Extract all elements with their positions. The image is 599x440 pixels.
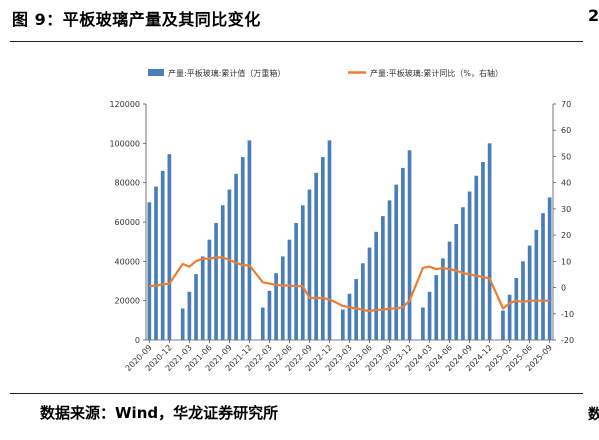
bar <box>487 143 492 340</box>
bar <box>307 189 312 340</box>
bar <box>427 291 432 340</box>
bar <box>234 173 238 340</box>
legend-line-label: 产量:平板玻璃:累计同比（%，右轴） <box>370 68 503 78</box>
bar <box>207 239 212 340</box>
bar <box>514 278 519 340</box>
source-note: 数据来源：Wind，华龙证券研究所 <box>40 404 279 422</box>
bar <box>320 157 325 340</box>
bar <box>160 170 165 340</box>
legend-bar-swatch <box>148 69 164 76</box>
bar <box>194 274 198 340</box>
left-tick-label: 80000 <box>115 179 140 188</box>
bar <box>267 290 272 340</box>
bar <box>274 273 278 340</box>
bar <box>180 308 185 340</box>
bar <box>374 231 379 340</box>
bar <box>187 291 192 340</box>
bar <box>287 239 292 340</box>
right-tick-label: 10 <box>561 257 571 266</box>
bar <box>401 167 405 340</box>
bar <box>227 189 232 340</box>
source-right-fragment: 数 <box>588 407 599 423</box>
right-tick-label: 60 <box>561 126 571 135</box>
bar <box>200 256 205 340</box>
bar <box>154 186 158 340</box>
yoy-line <box>149 256 550 313</box>
bar <box>474 175 479 340</box>
bar <box>534 229 539 340</box>
right-tick-label: 70 <box>561 100 571 109</box>
bar <box>434 275 439 340</box>
left-tick-label: 40000 <box>115 257 140 266</box>
bar <box>541 213 545 340</box>
bar <box>367 247 372 340</box>
bar <box>407 150 412 340</box>
bar <box>361 263 365 340</box>
bar <box>300 205 305 340</box>
bar <box>220 205 225 340</box>
bar <box>547 197 552 340</box>
title-rule <box>10 41 583 42</box>
bar <box>240 157 245 340</box>
bar <box>340 309 345 340</box>
bar <box>441 258 445 340</box>
right-tick-label: 30 <box>561 205 571 214</box>
bar <box>507 294 512 340</box>
bar <box>347 293 352 340</box>
right-tick-label: -10 <box>561 310 574 319</box>
bar <box>314 172 318 340</box>
left-tick-label: 0 <box>135 336 140 345</box>
bar <box>147 202 152 340</box>
left-tick-label: 60000 <box>115 218 140 227</box>
bar <box>521 261 525 340</box>
figure-title: 图 9：平板玻璃产量及其同比变化 <box>12 10 261 29</box>
bar <box>167 154 172 340</box>
bar <box>421 307 425 340</box>
bar <box>447 241 452 340</box>
bar <box>260 307 265 340</box>
bar <box>467 191 472 340</box>
right-tick-label: 50 <box>561 152 571 161</box>
left-tick-label: 100000 <box>109 139 140 148</box>
bar <box>394 184 399 340</box>
bar <box>501 310 505 340</box>
right-tick-label: 40 <box>561 179 571 188</box>
right-tick-label: 20 <box>561 231 571 240</box>
left-tick-label: 120000 <box>109 100 140 109</box>
bar <box>294 222 298 340</box>
bar <box>247 140 252 340</box>
right-tick-label: 0 <box>561 284 566 293</box>
bar <box>327 140 332 340</box>
legend-bar-label: 产量:平板玻璃:累计值（万重箱） <box>168 68 285 78</box>
title-right-fragment: 2 <box>588 6 599 25</box>
bar <box>280 256 285 340</box>
bar <box>481 162 485 340</box>
right-tick-label: -20 <box>561 336 574 345</box>
bar <box>527 245 532 340</box>
bar <box>454 223 459 340</box>
bar <box>381 216 385 340</box>
source-rule <box>10 393 583 394</box>
bar <box>214 222 218 340</box>
left-tick-label: 20000 <box>115 297 140 306</box>
bar <box>387 200 392 340</box>
